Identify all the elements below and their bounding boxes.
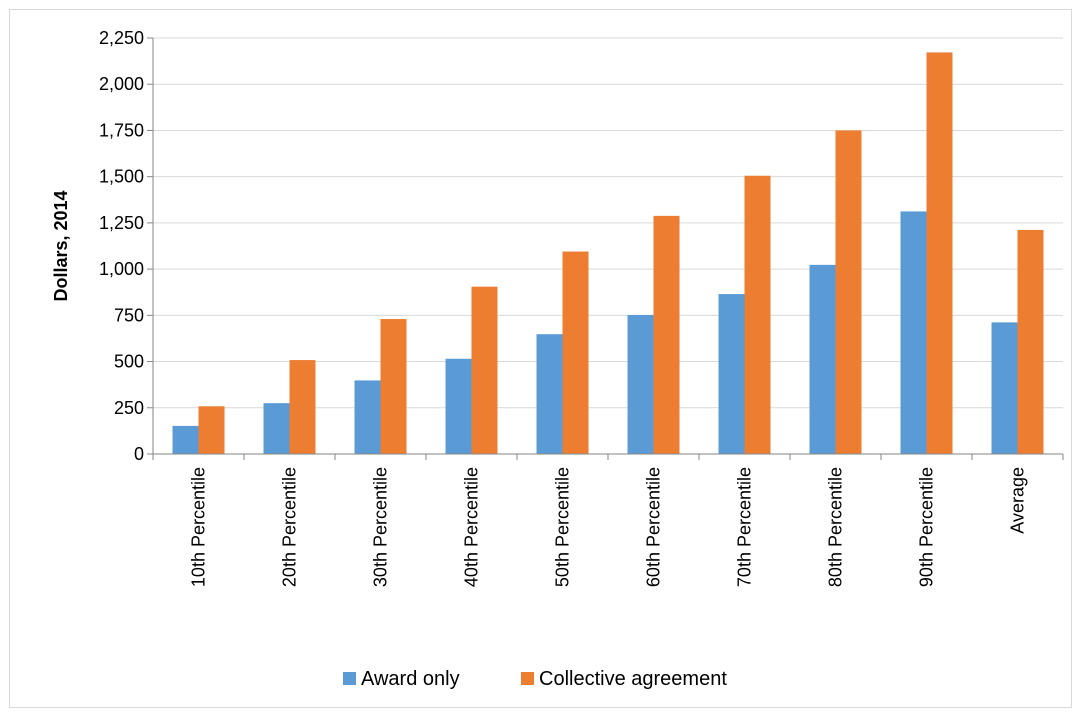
bar-collective-agreement (744, 175, 771, 454)
bar-award-only (627, 314, 654, 454)
x-tick-label: 10th Percentile (189, 467, 209, 587)
bar-collective-agreement (380, 319, 407, 454)
axes (147, 37, 1064, 460)
y-tick-label: 1,500 (99, 167, 144, 187)
x-tick-label: 60th Percentile (644, 467, 664, 587)
x-tick-label: 30th Percentile (371, 467, 391, 587)
legend-swatch-collective-agreement (521, 672, 534, 685)
bar-award-only (263, 403, 290, 454)
bar-award-only (536, 334, 563, 454)
bar-award-only (172, 425, 199, 454)
y-tick-label: 1,250 (99, 213, 144, 233)
bar-award-only (354, 380, 381, 454)
legend-label-collective-agreement: Collective agreement (539, 668, 727, 690)
y-tick-label: 1,000 (99, 259, 144, 279)
y-axis-label: Dollars, 2014 (51, 190, 71, 301)
x-tick-label: 40th Percentile (462, 467, 482, 587)
x-tick-label: 70th Percentile (735, 467, 755, 587)
bars (172, 52, 1044, 455)
legend-swatch-award-only (343, 672, 356, 685)
bar-collective-agreement (835, 130, 862, 454)
bar-award-only (445, 358, 472, 454)
y-tick-label: 2,000 (99, 74, 144, 94)
x-tick-labels: 10th Percentile 20th Percentile 30th Perce… (189, 467, 1028, 587)
legend: Award only Collective agreement (343, 668, 727, 690)
bar-collective-agreement (1017, 229, 1044, 454)
bar-collective-agreement (289, 360, 316, 454)
bar-award-only (809, 264, 836, 454)
y-tick-label: 1,750 (99, 120, 144, 140)
y-tick-label: 750 (114, 305, 144, 325)
y-tick-label: 2,250 (99, 28, 144, 48)
bar-collective-agreement (198, 406, 225, 454)
x-tick-label: 50th Percentile (553, 467, 573, 587)
bar-collective-agreement (926, 52, 953, 455)
bar-award-only (991, 322, 1018, 454)
y-tick-labels: 0 250 500 750 1,000 1,250 1,500 1,750 2,000 2,250 (99, 28, 144, 464)
bar-collective-agreement (562, 251, 589, 454)
x-tick-label: Average (1008, 467, 1028, 534)
y-tick-label: 250 (114, 398, 144, 418)
bar-collective-agreement (471, 286, 498, 454)
y-tick-label: 500 (114, 352, 144, 372)
legend-label-award-only: Award only (361, 668, 460, 690)
bar-collective-agreement (653, 215, 680, 454)
x-tick-label: 80th Percentile (826, 467, 846, 587)
bar-award-only (900, 211, 927, 454)
x-tick-label: 20th Percentile (280, 467, 300, 587)
y-tick-label: 0 (134, 444, 144, 464)
x-tick-label: 90th Percentile (917, 467, 937, 587)
bar-award-only (718, 294, 745, 454)
